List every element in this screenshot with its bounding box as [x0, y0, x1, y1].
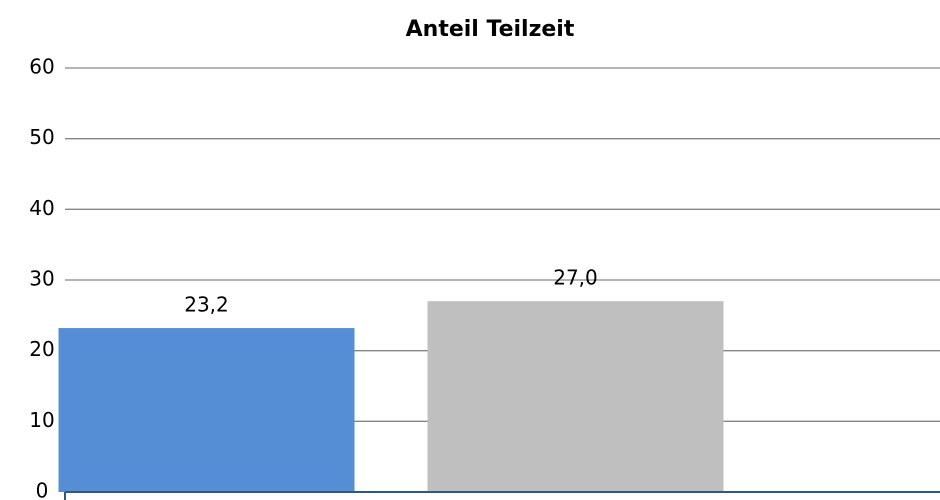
y-tick-label: 10 — [29, 408, 54, 432]
chart-title: Anteil Teilzeit — [406, 17, 575, 42]
y-tick-label: 50 — [29, 125, 54, 149]
y-tick-label: 20 — [29, 337, 54, 361]
bar — [58, 328, 355, 492]
bar — [427, 301, 724, 492]
y-tick-label: 40 — [29, 196, 54, 220]
y-tick-label: 60 — [29, 55, 54, 79]
value-label: 27,0 — [553, 266, 598, 290]
y-tick-label: 0 — [36, 479, 49, 500]
value-label: 23,2 — [184, 293, 229, 317]
y-tick-label: 30 — [29, 267, 54, 291]
